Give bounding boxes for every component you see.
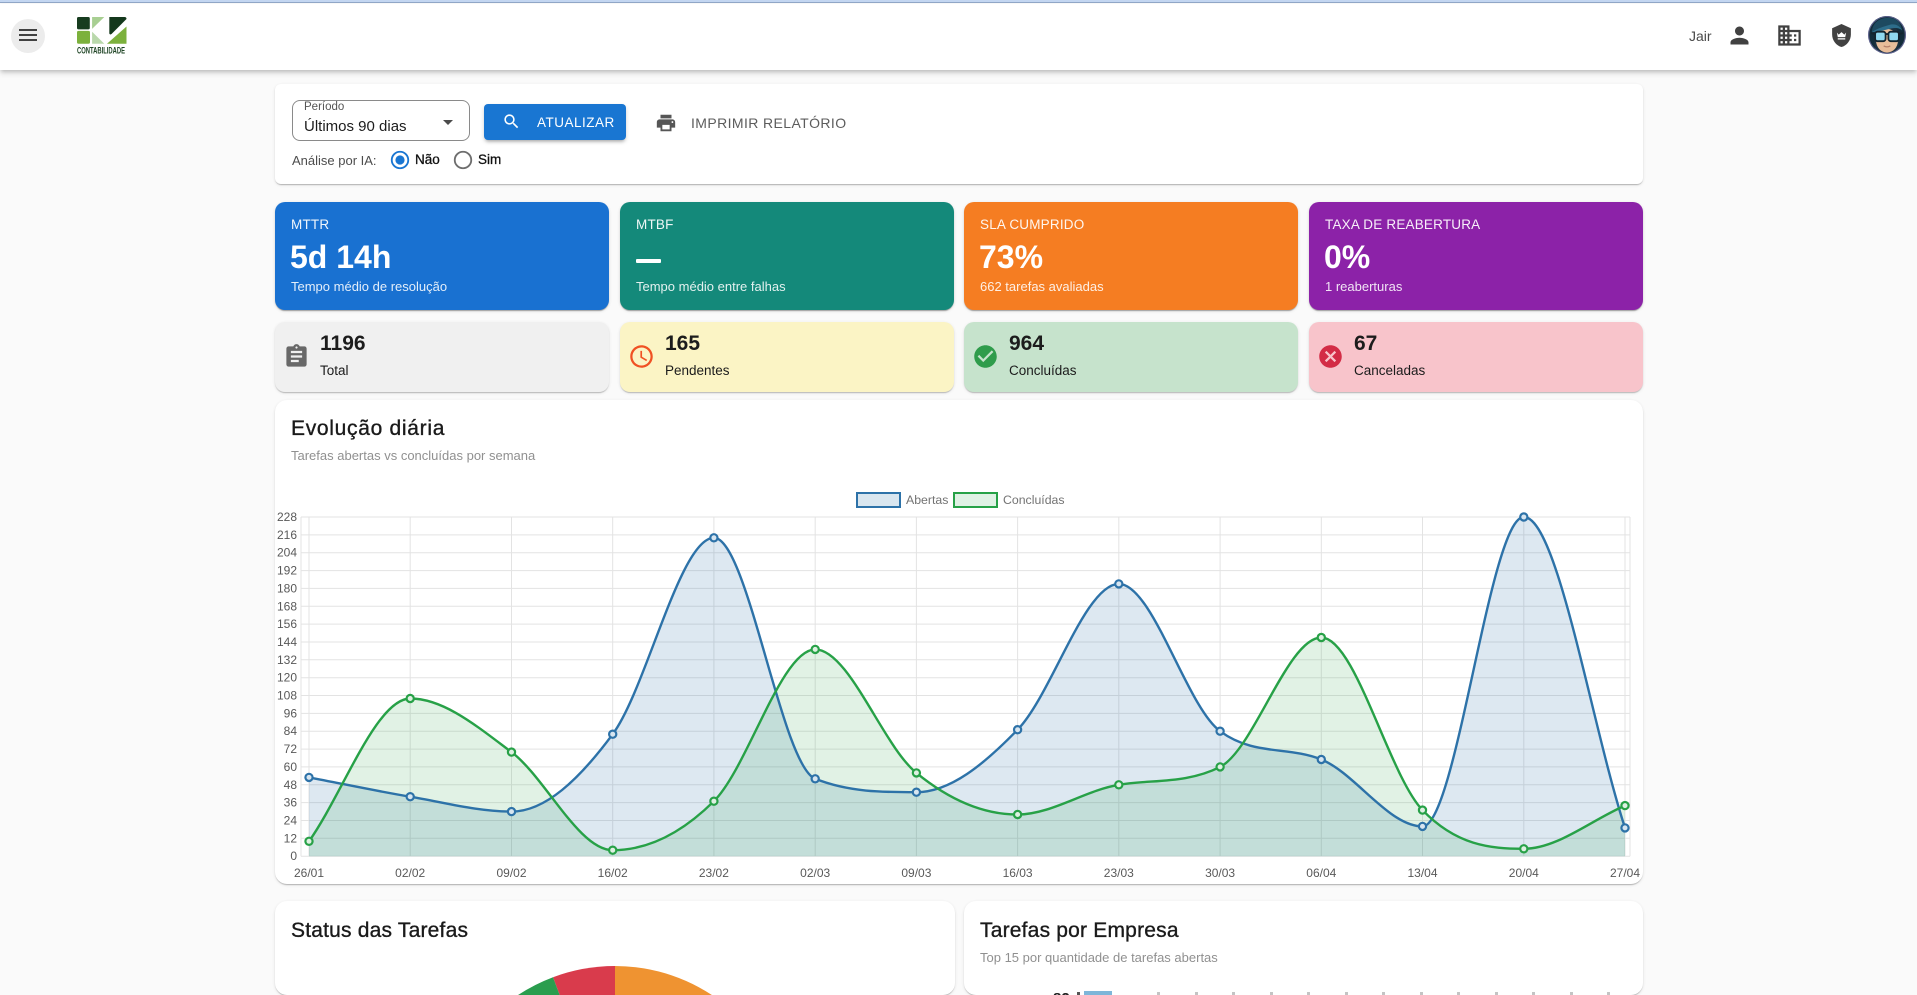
svg-text:108: 108: [277, 689, 297, 703]
svg-text:16/03: 16/03: [1003, 866, 1033, 880]
svg-text:Concluídas: Concluídas: [1003, 493, 1065, 507]
svg-text:23/02: 23/02: [699, 866, 729, 880]
svg-text:24: 24: [284, 814, 298, 828]
svg-text:156: 156: [277, 617, 297, 631]
svg-text:16/02: 16/02: [598, 866, 628, 880]
svg-text:06/04: 06/04: [1306, 866, 1336, 880]
svg-text:228: 228: [277, 510, 297, 524]
svg-text:60: 60: [284, 760, 298, 774]
svg-text:216: 216: [277, 528, 297, 542]
svg-text:168: 168: [277, 599, 297, 613]
svg-text:CONTABILIDADE: CONTABILIDADE: [77, 46, 125, 56]
svg-text:180: 180: [277, 581, 297, 595]
svg-text:96: 96: [284, 706, 298, 720]
svg-text:09/03: 09/03: [901, 866, 931, 880]
svg-text:23/03: 23/03: [1104, 866, 1134, 880]
svg-text:27/04: 27/04: [1610, 866, 1640, 880]
svg-text:192: 192: [277, 564, 297, 578]
svg-text:48: 48: [284, 778, 298, 792]
svg-text:26/01: 26/01: [294, 866, 324, 880]
svg-text:204: 204: [277, 546, 297, 560]
svg-text:09/02: 09/02: [496, 866, 526, 880]
svg-text:84: 84: [284, 724, 298, 738]
svg-text:120: 120: [277, 671, 297, 685]
svg-text:132: 132: [277, 653, 297, 667]
svg-text:Abertas: Abertas: [906, 493, 948, 507]
svg-text:0: 0: [290, 849, 297, 863]
svg-text:02/02: 02/02: [395, 866, 425, 880]
svg-text:20/04: 20/04: [1509, 866, 1539, 880]
svg-text:02/03: 02/03: [800, 866, 830, 880]
svg-text:36: 36: [284, 796, 298, 810]
svg-text:72: 72: [284, 742, 298, 756]
svg-text:144: 144: [277, 635, 297, 649]
svg-text:30/03: 30/03: [1205, 866, 1235, 880]
svg-text:12: 12: [284, 831, 298, 845]
svg-text:13/04: 13/04: [1407, 866, 1437, 880]
